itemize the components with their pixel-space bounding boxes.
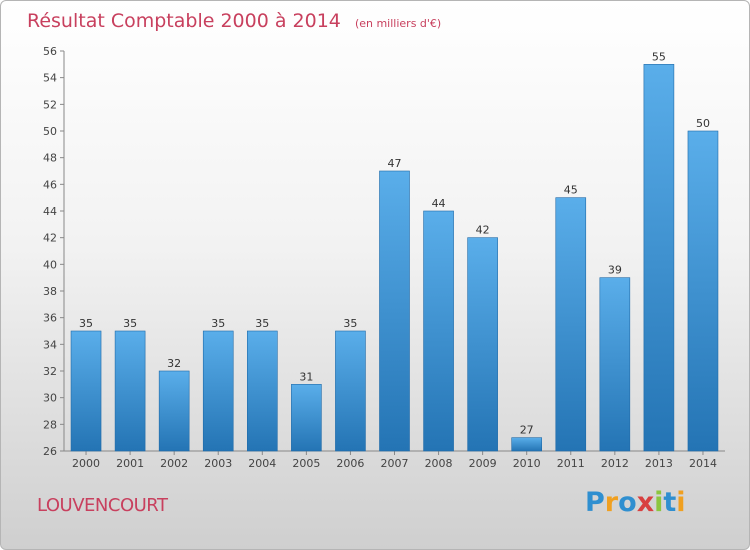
x-tick-label-2004: 2004 bbox=[248, 457, 276, 470]
y-tick-label: 30 bbox=[43, 392, 57, 405]
data-labels-group: 35 35 32 35 35 31 35 47 44 42 27 45 39 55 50 bbox=[79, 50, 710, 436]
x-tick-label-2008: 2008 bbox=[425, 457, 453, 470]
data-label-2002: 32 bbox=[167, 357, 181, 370]
data-label-2001: 35 bbox=[123, 317, 137, 330]
commune-name: LOUVENCOURT bbox=[37, 495, 168, 516]
logo-letter: o bbox=[618, 487, 637, 518]
x-tick-label-2009: 2009 bbox=[469, 457, 497, 470]
y-tick-label: 52 bbox=[43, 98, 57, 111]
y-tick-label: 40 bbox=[43, 258, 57, 271]
data-label-2014: 50 bbox=[696, 117, 710, 130]
logo-letter: t bbox=[663, 487, 677, 518]
bar-2011 bbox=[555, 197, 587, 452]
data-label-2000: 35 bbox=[79, 317, 93, 330]
x-tick-label-2011: 2011 bbox=[557, 457, 585, 470]
logo-letter: r bbox=[604, 487, 619, 518]
data-label-2008: 44 bbox=[432, 197, 446, 210]
axes: 26 28 30 32 34 36 38 40 42 44 46 48 50 52 54 56 2000 2001… bbox=[43, 45, 725, 470]
data-label-2010: 27 bbox=[520, 424, 534, 437]
proxiti-logo: Proxiti bbox=[585, 487, 686, 518]
data-label-2012: 39 bbox=[608, 264, 622, 277]
bar-2014 bbox=[687, 130, 719, 452]
bar-2002 bbox=[158, 370, 190, 452]
logo-letter: x bbox=[636, 487, 655, 518]
y-tick-label: 42 bbox=[43, 232, 57, 245]
bar-2005 bbox=[291, 384, 322, 452]
chart-title-unit: (en milliers d'€) bbox=[355, 17, 441, 30]
bar-2006 bbox=[335, 330, 366, 452]
y-tick-label: 36 bbox=[43, 312, 57, 325]
chart-title-main: Résultat Comptable 2000 à 2014 bbox=[27, 10, 341, 32]
data-label-2013: 55 bbox=[652, 50, 666, 63]
y-tick-label: 34 bbox=[43, 338, 57, 351]
logo-letter: i bbox=[676, 487, 686, 518]
data-label-2004: 35 bbox=[255, 317, 269, 330]
x-tick-label-2001: 2001 bbox=[116, 457, 144, 470]
x-tick-label-2007: 2007 bbox=[381, 457, 409, 470]
bar-2000 bbox=[70, 330, 102, 452]
x-tick-label-2010: 2010 bbox=[513, 457, 541, 470]
x-tick-label-2006: 2006 bbox=[336, 457, 364, 470]
bar-2004 bbox=[247, 330, 278, 452]
bar-2010 bbox=[511, 437, 543, 452]
x-tick-label-2012: 2012 bbox=[601, 457, 629, 470]
y-tick-label: 44 bbox=[43, 205, 57, 218]
x-tick-label-2005: 2005 bbox=[292, 457, 320, 470]
y-tick-label: 54 bbox=[43, 72, 57, 85]
y-tick-label: 28 bbox=[43, 418, 57, 431]
bar-2013 bbox=[643, 64, 675, 452]
bar-2003 bbox=[202, 330, 234, 452]
x-tick-label-2003: 2003 bbox=[204, 457, 232, 470]
y-tick-label: 48 bbox=[43, 152, 57, 165]
data-label-2006: 35 bbox=[343, 317, 357, 330]
bar-2012 bbox=[599, 277, 631, 452]
bar-2001 bbox=[114, 330, 146, 452]
x-tick-label-2014: 2014 bbox=[689, 457, 717, 470]
data-label-2009: 42 bbox=[476, 224, 490, 237]
x-tick-label-2013: 2013 bbox=[645, 457, 673, 470]
x-tick-label-2000: 2000 bbox=[72, 457, 100, 470]
y-tick-label: 50 bbox=[43, 125, 57, 138]
data-label-2005: 31 bbox=[299, 370, 313, 383]
logo-letter: P bbox=[585, 487, 605, 518]
x-tick-label-2002: 2002 bbox=[160, 457, 188, 470]
data-label-2011: 45 bbox=[564, 184, 578, 197]
y-tick-label: 26 bbox=[43, 445, 57, 458]
y-tick-label: 56 bbox=[43, 45, 57, 58]
y-tick-label: 46 bbox=[43, 178, 57, 191]
y-tick-label: 38 bbox=[43, 285, 57, 298]
bar-2007 bbox=[379, 170, 410, 452]
data-label-2003: 35 bbox=[211, 317, 225, 330]
bar-2008 bbox=[423, 210, 454, 452]
logo-letter: i bbox=[654, 487, 664, 518]
bar-2009 bbox=[467, 237, 498, 452]
data-label-2007: 47 bbox=[388, 157, 402, 170]
y-tick-label: 32 bbox=[43, 365, 57, 378]
chart-title: Résultat Comptable 2000 à 2014 (en milli… bbox=[27, 10, 441, 32]
bars-group bbox=[70, 64, 719, 452]
